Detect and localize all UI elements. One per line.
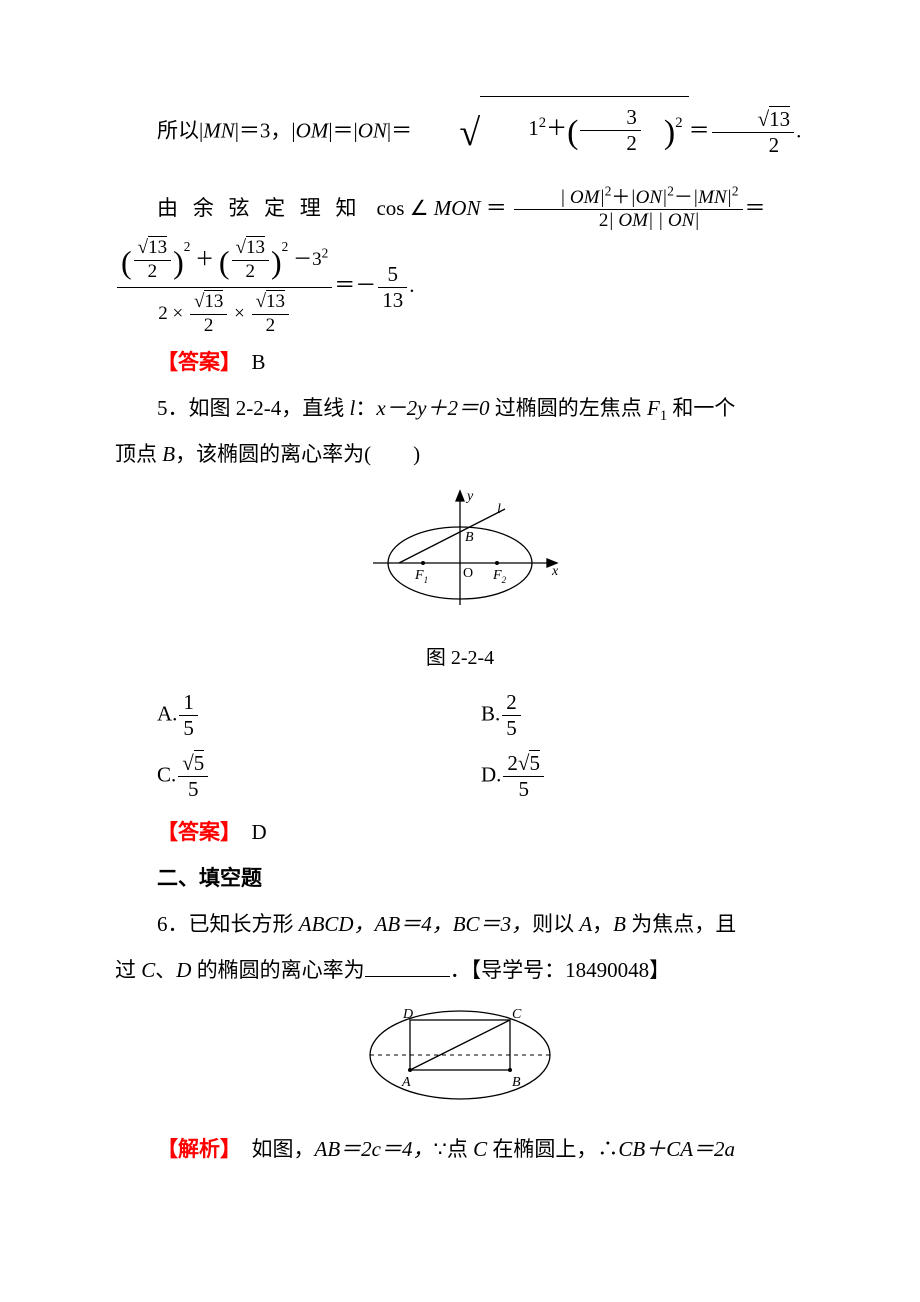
ellipse-rect-diagram: D C A B bbox=[355, 1000, 565, 1110]
q6-line2: 过 C、D 的椭圆的离心率为．【导学号：18490048】 bbox=[115, 951, 805, 991]
sqrt-expression: √ 12＋(32 )2 bbox=[417, 96, 688, 170]
svg-text:x: x bbox=[551, 564, 559, 579]
ellipse-diagram: y x l B O F1 F2 bbox=[355, 485, 565, 625]
svg-text:A: A bbox=[401, 1075, 411, 1090]
option-c: C.√55 bbox=[157, 746, 481, 807]
q6-line1: 6．已知长方形 ABCD，AB＝4，BC＝3，则以 A，B 为焦点，且 bbox=[115, 905, 805, 945]
svg-text:B: B bbox=[465, 530, 474, 545]
q5-line2: 顶点 B，该椭圆的离心率为( ) bbox=[115, 435, 805, 475]
option-b: B.25 bbox=[481, 685, 805, 746]
svg-text:C: C bbox=[512, 1007, 522, 1022]
q5-line1: 5．如图 2-2-4，直线 l：x－2y＋2＝0 过椭圆的左焦点 F1 和一个 bbox=[115, 389, 805, 429]
text: 所以 bbox=[157, 119, 199, 143]
svg-text:O: O bbox=[463, 566, 473, 581]
big-fraction-line: (√132)2 ＋ (√132)2 －32 2 × √132 × √132 ＝－… bbox=[115, 238, 805, 337]
fill-blank bbox=[365, 955, 450, 977]
answer-2: 【答案】 D bbox=[115, 813, 805, 853]
page: 所以|MN|＝3，|OM|＝|ON|＝ √ 12＋(32 )2 ＝ √13 2 … bbox=[0, 0, 920, 1302]
svg-text:y: y bbox=[465, 489, 474, 504]
option-d: D.2√55 bbox=[481, 746, 805, 807]
answer-1: 【答案】 B bbox=[115, 343, 805, 383]
big-fraction-result: 513 bbox=[378, 263, 407, 312]
svg-text:F2: F2 bbox=[492, 568, 507, 585]
svg-text:F1: F1 bbox=[414, 568, 428, 585]
svg-text:D: D bbox=[402, 1007, 413, 1022]
q5-options: A.15 B.25 C.√55 D.2√55 bbox=[157, 685, 805, 807]
svg-text:l: l bbox=[497, 502, 501, 517]
section-2-heading: 二、填空题 bbox=[115, 859, 805, 899]
cosine-rule-line: 由余弦定理知 cos ∠ MON ＝ | OM|2＋|ON|2－|MN|2 2|… bbox=[115, 188, 805, 233]
big-fraction: (√132)2 ＋ (√132)2 －32 2 × √132 × √132 bbox=[117, 238, 332, 337]
figure-q6: D C A B bbox=[115, 1000, 805, 1124]
cos-rhs-fraction: | OM|2＋|ON|2－|MN|2 2| OM| | ON| bbox=[514, 188, 743, 233]
svg-text:B: B bbox=[512, 1075, 521, 1090]
analysis-line: 【解析】 如图，AB＝2c＝4，∵点 C 在椭圆上，∴CB＋CA＝2a bbox=[115, 1130, 805, 1170]
option-a: A.15 bbox=[157, 685, 481, 746]
result-fraction: √13 2 bbox=[712, 108, 795, 157]
figure-caption-1: 图 2-2-4 bbox=[115, 639, 805, 677]
figure-2-2-4: y x l B O F1 F2 图 2-2-4 bbox=[115, 485, 805, 677]
mn-equation-line: 所以|MN|＝3，|OM|＝|ON|＝ √ 12＋(32 )2 ＝ √13 2 … bbox=[115, 96, 805, 170]
